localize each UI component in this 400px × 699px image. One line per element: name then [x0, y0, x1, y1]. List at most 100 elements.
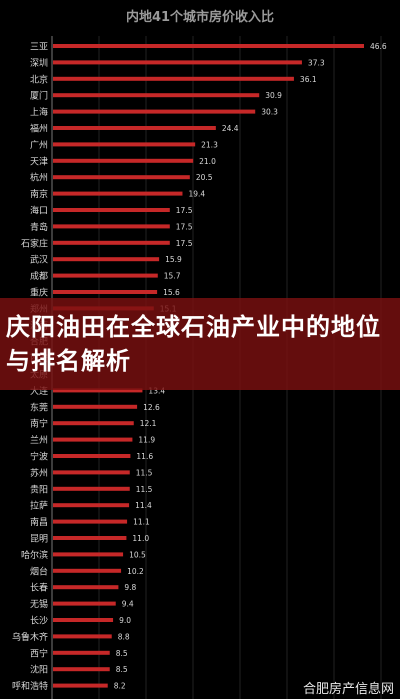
article-title[interactable]: 庆阳油田在全球石油产业中的地位与排名解析 — [6, 313, 381, 375]
bar — [53, 486, 130, 491]
category-label: 成都 — [30, 270, 48, 282]
bar — [53, 257, 160, 262]
category-label: 南昌 — [30, 516, 48, 528]
value-label: 8.8 — [118, 632, 130, 641]
value-label: 11.0 — [132, 534, 149, 543]
bar — [53, 503, 130, 508]
bar — [53, 191, 183, 196]
bar — [53, 667, 110, 672]
value-label: 10.2 — [127, 567, 144, 576]
value-label: 17.5 — [176, 206, 193, 215]
value-label: 12.6 — [143, 403, 160, 412]
value-label: 17.5 — [176, 239, 193, 248]
bar — [53, 650, 110, 655]
category-label: 苏州 — [30, 467, 48, 479]
value-label: 11.6 — [136, 452, 153, 461]
bar — [53, 454, 131, 458]
bar — [53, 601, 116, 606]
bar — [53, 437, 133, 442]
bar — [53, 634, 112, 639]
value-label: 30.3 — [261, 108, 278, 117]
bar — [53, 273, 158, 278]
bar — [53, 126, 216, 130]
category-label: 厦门 — [30, 90, 48, 102]
category-label: 呼和浩特 — [12, 680, 48, 692]
category-label: 南宁 — [30, 418, 48, 430]
value-label: 46.6 — [370, 42, 387, 51]
category-label: 哈尔滨 — [21, 549, 48, 561]
category-label: 广州 — [30, 139, 48, 151]
category-label: 长沙 — [30, 615, 48, 627]
bar — [53, 76, 294, 81]
bar — [53, 552, 124, 557]
value-label: 9.8 — [124, 583, 136, 592]
value-label: 8.2 — [114, 682, 126, 691]
bar — [53, 388, 143, 393]
category-label: 上海 — [30, 106, 48, 118]
category-label: 宁波 — [30, 451, 48, 463]
bar — [53, 60, 302, 65]
value-label: 19.4 — [188, 190, 205, 199]
category-label: 三亚 — [30, 42, 48, 53]
value-label: 11.1 — [133, 518, 150, 527]
value-label: 24.4 — [222, 124, 239, 133]
bar — [53, 618, 114, 622]
bar — [53, 208, 170, 212]
category-label: 福州 — [30, 123, 48, 135]
category-label: 武汉 — [30, 254, 48, 266]
value-label: 9.4 — [122, 600, 134, 609]
value-label: 8.5 — [116, 665, 128, 674]
labels-layer: 三亚 46.6 深圳 37.3 北京 36.1 厦门 30.9 上海 30.3 福州 24.4 广州 21… — [12, 42, 387, 693]
value-label: 11.5 — [136, 468, 153, 477]
category-label: 沈阳 — [30, 664, 48, 676]
bar — [53, 224, 170, 229]
category-label: 西宁 — [30, 647, 48, 659]
value-label: 20.5 — [196, 173, 213, 182]
category-label: 南京 — [30, 188, 48, 200]
bar — [53, 683, 108, 688]
bar — [53, 175, 190, 180]
category-label: 杭州 — [30, 172, 48, 184]
bar — [53, 470, 130, 475]
bar — [53, 158, 194, 163]
value-label: 15.7 — [164, 272, 181, 281]
value-label: 8.5 — [116, 649, 128, 658]
value-label: 15.9 — [165, 255, 182, 264]
article-title-banner[interactable]: 庆阳油田在全球石油产业中的地位与排名解析 — [0, 298, 400, 390]
category-label: 拉萨 — [30, 500, 48, 512]
value-label: 11.5 — [136, 485, 153, 494]
bar — [53, 44, 364, 48]
value-label: 17.5 — [176, 222, 193, 231]
value-label: 37.3 — [308, 58, 325, 67]
category-label: 无锡 — [30, 599, 48, 610]
site-watermark: 合肥房产信息网 — [302, 682, 394, 697]
category-label: 兰州 — [30, 434, 48, 446]
bar — [53, 404, 138, 409]
value-label: 15.6 — [163, 288, 180, 297]
category-label: 青岛 — [30, 221, 48, 233]
value-label: 30.9 — [265, 91, 282, 100]
value-label: 10.5 — [129, 550, 146, 559]
category-label: 重庆 — [30, 287, 48, 299]
bar — [53, 519, 128, 524]
chart-title: 内地41个城市房价收入比 — [125, 10, 275, 25]
value-label: 13.4 — [148, 386, 165, 395]
category-label: 天津 — [30, 156, 48, 167]
category-label: 贵阳 — [30, 483, 48, 495]
category-label: 海口 — [30, 205, 48, 217]
category-label: 北京 — [30, 73, 48, 85]
bar — [53, 240, 170, 245]
bar — [53, 290, 158, 294]
bar — [53, 568, 122, 573]
category-label: 东莞 — [30, 401, 48, 413]
category-label: 乌鲁木齐 — [12, 631, 48, 643]
category-label: 深圳 — [30, 58, 48, 69]
value-label: 12.1 — [140, 419, 157, 428]
value-label: 11.9 — [138, 436, 155, 445]
bars-layer — [53, 44, 364, 688]
category-label: 长春 — [30, 582, 48, 594]
value-label: 11.4 — [135, 501, 152, 510]
bar — [53, 142, 196, 147]
